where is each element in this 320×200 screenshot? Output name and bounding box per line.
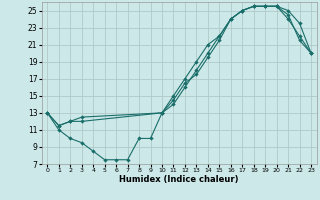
X-axis label: Humidex (Indice chaleur): Humidex (Indice chaleur) [119, 175, 239, 184]
